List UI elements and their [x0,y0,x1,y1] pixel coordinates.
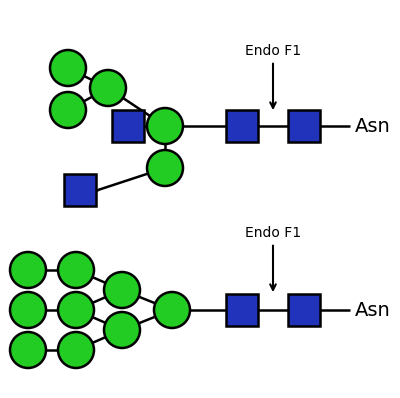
Circle shape [10,252,46,288]
Bar [288,110,320,142]
Circle shape [50,92,86,128]
Circle shape [147,150,183,186]
Circle shape [147,108,183,144]
Bar [226,110,258,142]
Bar [112,110,144,142]
Bar [64,174,96,206]
Text: Endo F1: Endo F1 [245,44,301,108]
Bar [288,294,320,326]
Circle shape [10,292,46,328]
Text: Asn: Asn [355,300,391,320]
Circle shape [58,332,94,368]
Circle shape [58,252,94,288]
Text: Endo F1: Endo F1 [245,226,301,290]
Circle shape [90,70,126,106]
Circle shape [50,50,86,86]
Circle shape [104,312,140,348]
Bar [226,294,258,326]
Circle shape [10,332,46,368]
Circle shape [104,272,140,308]
Text: Asn: Asn [355,117,391,135]
Circle shape [58,292,94,328]
Circle shape [154,292,190,328]
